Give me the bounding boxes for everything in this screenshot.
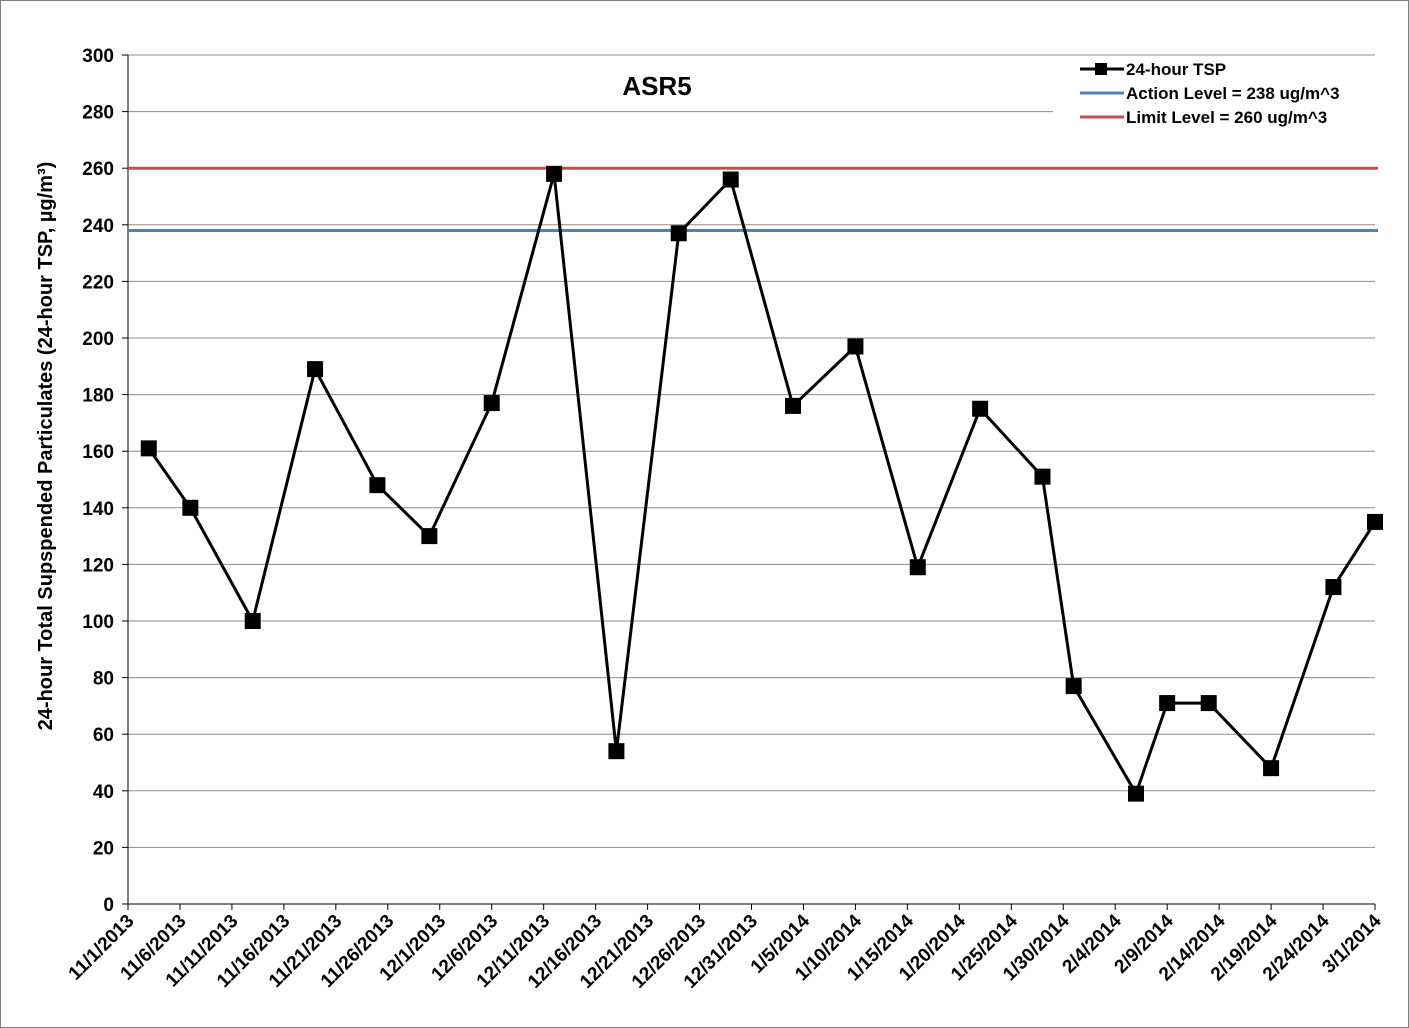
y-tick-label: 300 — [82, 46, 114, 67]
legend-swatch-marker — [1095, 63, 1107, 75]
y-tick-label: 0 — [103, 895, 114, 916]
y-tick-label: 140 — [82, 499, 114, 520]
data-point-marker — [369, 477, 386, 494]
data-point-marker — [546, 165, 563, 182]
data-point-marker — [182, 499, 199, 516]
data-point-marker — [785, 397, 802, 414]
data-point-marker — [421, 528, 438, 545]
data-point-marker — [1325, 579, 1342, 596]
y-tick-label: 160 — [82, 442, 114, 463]
y-tick-label: 180 — [82, 386, 114, 407]
y-tick-label: 260 — [82, 159, 114, 180]
y-tick-label: 20 — [93, 838, 114, 859]
data-point-marker — [1367, 513, 1383, 530]
y-tick-label: 80 — [93, 669, 114, 690]
y-tick-label: 100 — [82, 612, 114, 633]
y-tick-label: 200 — [82, 329, 114, 350]
data-point-marker — [847, 338, 864, 355]
data-point-marker — [1263, 760, 1280, 777]
data-point-marker — [483, 395, 500, 412]
data-point-marker — [608, 743, 625, 760]
y-tick-label: 240 — [82, 216, 114, 237]
data-point-marker — [244, 613, 261, 629]
legend-label: 24-hour TSP — [1126, 60, 1226, 79]
data-point-marker — [140, 440, 157, 457]
data-point-marker — [1159, 695, 1176, 712]
data-point-marker — [1200, 695, 1217, 712]
data-point-marker — [909, 559, 926, 576]
y-tick-label: 120 — [82, 555, 114, 576]
data-point-marker — [1127, 785, 1144, 802]
legend-label: Action Level = 238 ug/m^3 — [1126, 84, 1340, 103]
y-tick-label: 280 — [82, 103, 114, 124]
y-tick-label: 220 — [82, 272, 114, 293]
data-point-marker — [670, 225, 687, 242]
chart-title: ASR5 — [622, 71, 691, 101]
data-point-marker — [722, 171, 739, 188]
data-series — [140, 165, 1383, 802]
data-point-marker — [1034, 468, 1051, 485]
reference-lines — [128, 166, 1378, 232]
legend: 24-hour TSP Action Level = 238 ug/m^3 Limi… — [1053, 56, 1393, 136]
legend-label: Limit Level = 260 ug/m^3 — [1126, 108, 1327, 127]
data-point-marker — [307, 361, 324, 378]
data-point-marker — [1065, 678, 1082, 695]
data-point-marker — [972, 400, 989, 417]
y-axis-title: 24-hour Total Supspended Particulates (2… — [35, 162, 57, 731]
y-tick-label: 60 — [93, 725, 114, 746]
y-tick-label: 40 — [93, 782, 114, 803]
